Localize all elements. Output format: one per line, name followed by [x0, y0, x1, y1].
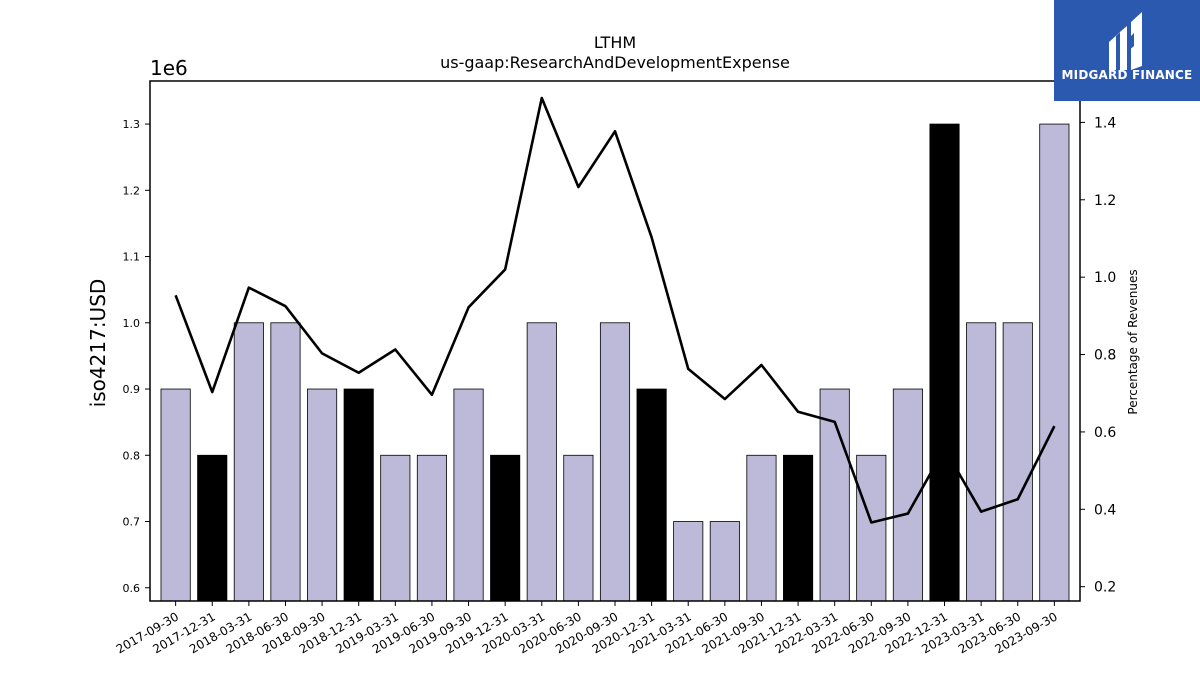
y-tick-label: 0.7	[123, 516, 141, 529]
bar-2019-12-31	[490, 454, 521, 602]
y-tick-label: 0.8	[123, 449, 141, 462]
bar-2020-03-31	[526, 322, 557, 602]
bar-2023-03-31	[966, 322, 997, 602]
midgard-logo-icon	[1109, 12, 1142, 70]
bar-2021-03-31	[673, 521, 704, 602]
bar-2022-06-30	[856, 454, 887, 602]
x-axis-ticks: 2017-09-302017-12-312018-03-312018-06-30…	[114, 601, 1060, 656]
bar-2021-06-30	[709, 521, 740, 602]
plot-frame	[149, 80, 1081, 602]
y-tick-label: 0.6	[123, 582, 141, 595]
chart-subtitle: us-gaap:ResearchAndDevelopmentExpense	[440, 53, 790, 72]
bar-2019-03-31	[380, 454, 411, 602]
y-tick-label: 1.3	[123, 118, 141, 131]
y-axis-ticks: 0.6 0.7 0.8 0.9 1.0 1.1 1.2 1.3	[123, 118, 150, 595]
midgard-finance-logo: MIDGARD FINANCE	[1054, 0, 1200, 101]
bar-2019-09-30	[453, 388, 484, 602]
logo-text: MIDGARD FINANCE	[1061, 68, 1193, 82]
bar-2018-03-31	[233, 322, 264, 602]
y2-tick-label: 0.2	[1094, 580, 1116, 596]
y-tick-label: 0.9	[123, 383, 141, 396]
bar-2020-12-31	[636, 388, 667, 602]
bar-2017-12-31	[197, 454, 228, 602]
bar-series	[160, 123, 1070, 602]
bar-2021-09-30	[746, 454, 777, 602]
bar-2021-12-31	[783, 454, 814, 602]
y2-tick-label: 1.2	[1094, 193, 1116, 209]
y2-axis-ticks: 0.2 0.4 0.6 0.8 1.0 1.2 1.4	[1080, 115, 1116, 596]
y2-tick-label: 0.6	[1094, 425, 1116, 441]
y2-tick-label: 0.4	[1094, 502, 1116, 518]
bar-2023-06-30	[1002, 322, 1033, 602]
bar-2020-06-30	[563, 454, 594, 602]
y-tick-label: 1.0	[123, 317, 141, 330]
bar-2017-09-30	[160, 388, 191, 602]
y-tick-label: 1.1	[123, 251, 141, 264]
y-axis-label: iso4217:USD	[86, 279, 110, 408]
y2-tick-label: 0.8	[1094, 348, 1116, 364]
y2-axis-label: Percentage of Revenues	[1126, 269, 1140, 414]
y-tick-label: 1.2	[123, 184, 141, 197]
percentage-line	[174, 96, 1056, 524]
bar-2018-09-30	[307, 388, 338, 602]
chart-title: LTHM	[594, 33, 636, 52]
bar-2020-09-30	[599, 322, 631, 602]
y-offset-label: 1e6	[150, 56, 188, 80]
bar-2022-12-31	[929, 123, 960, 602]
bar-2018-06-30	[270, 322, 301, 602]
y2-tick-label: 1.0	[1094, 270, 1116, 286]
y2-tick-label: 1.4	[1094, 115, 1116, 131]
bar-2023-09-30	[1039, 123, 1070, 602]
bar-2018-12-31	[343, 388, 374, 602]
bar-2019-06-30	[416, 454, 447, 602]
